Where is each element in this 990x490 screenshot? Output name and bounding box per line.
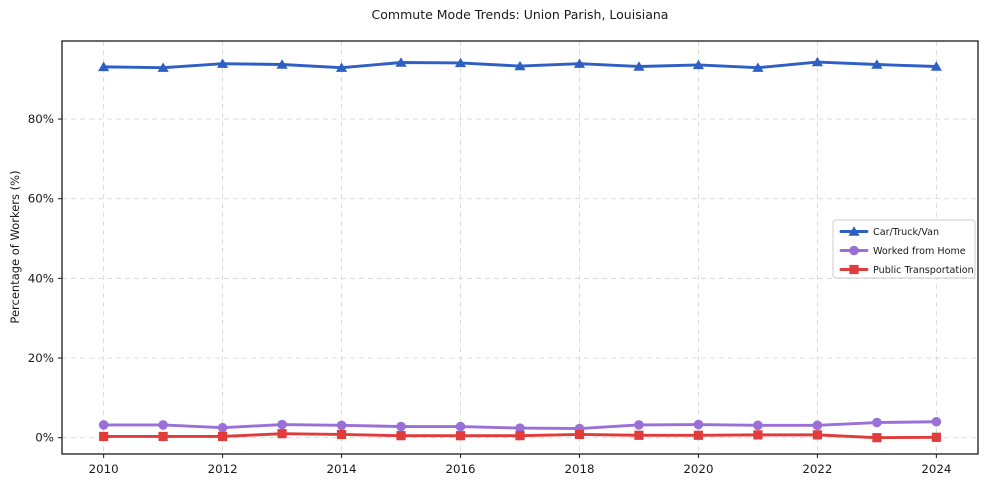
data-point — [692, 59, 705, 70]
data-point — [752, 62, 764, 72]
data-point — [455, 421, 466, 432]
data-point — [336, 429, 347, 440]
data-point — [872, 417, 882, 428]
data-point — [277, 429, 287, 439]
legend-marker — [848, 226, 860, 236]
data-point — [395, 57, 407, 67]
data-point — [633, 61, 645, 71]
legend-marker — [849, 264, 859, 275]
data-point — [396, 421, 406, 432]
data-point — [396, 431, 406, 441]
data-point — [931, 432, 941, 442]
y-tick-label: 40% — [28, 271, 54, 285]
data-point — [753, 430, 763, 440]
data-point — [217, 431, 228, 442]
data-point — [872, 433, 882, 443]
plot-border — [61, 40, 979, 455]
x-tick-label: 2018 — [564, 462, 594, 476]
x-tick-label: 2020 — [683, 462, 713, 476]
data-point — [634, 420, 644, 430]
x-tick-label: 2024 — [921, 462, 951, 476]
data-point — [515, 423, 525, 433]
data-point — [158, 431, 168, 442]
data-point — [454, 57, 467, 68]
data-point — [514, 60, 526, 71]
data-point — [99, 431, 109, 442]
data-point — [812, 420, 823, 431]
chart-title: Commute Mode Trends: Union Parish, Louis… — [371, 7, 669, 22]
x-tick-label: 2022 — [802, 462, 832, 476]
data-point — [157, 62, 169, 72]
data-point — [811, 56, 824, 67]
legend-label: Car/Truck/Van — [873, 227, 939, 238]
y-tick-label: 60% — [28, 192, 54, 206]
legend-marker — [849, 245, 859, 256]
data-point — [98, 61, 110, 72]
data-point — [634, 430, 644, 440]
y-tick-label: 80% — [28, 112, 54, 126]
data-point — [753, 420, 763, 431]
data-point — [217, 422, 228, 433]
data-point — [931, 416, 942, 427]
data-point — [455, 431, 466, 441]
data-point — [335, 62, 348, 72]
data-point — [515, 431, 525, 441]
legend-label: Public Transportation — [873, 265, 974, 276]
data-point — [158, 420, 168, 430]
legend-box — [832, 219, 976, 279]
legend-label: Worked from Home — [873, 246, 966, 257]
y-tick-label: 20% — [28, 351, 54, 365]
data-point — [216, 58, 229, 68]
data-point — [871, 59, 883, 69]
data-point — [693, 419, 704, 430]
data-point — [930, 61, 942, 71]
x-tick-label: 2016 — [446, 462, 476, 476]
data-point — [573, 58, 586, 68]
x-tick-label: 2012 — [208, 462, 238, 476]
y-tick-label: 0% — [35, 431, 54, 445]
data-point — [277, 419, 287, 430]
data-point — [574, 429, 585, 440]
data-point — [336, 420, 347, 431]
data-point — [693, 430, 704, 440]
x-tick-label: 2010 — [89, 462, 119, 476]
x-tick-label: 2014 — [327, 462, 357, 476]
data-point — [276, 59, 288, 69]
data-point — [98, 420, 109, 430]
data-point — [812, 430, 823, 440]
